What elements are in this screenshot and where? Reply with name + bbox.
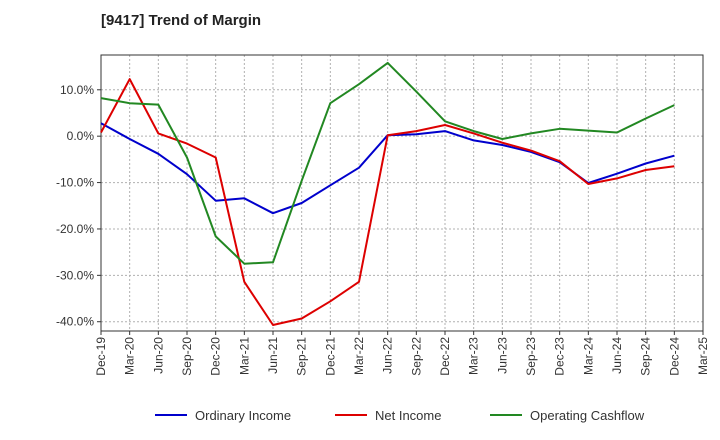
x-tick-label: Sep-22 [409,337,423,376]
legend-label: Net Income [375,408,441,423]
legend: Ordinary Income Net Income Operating Cashf… [155,408,645,423]
x-tick-label: Mar-20 [123,337,137,375]
series-line [100,61,675,265]
x-tick-label: Sep-20 [180,337,194,376]
y-tick-label: 10.0% [60,83,94,97]
x-tick-label: Mar-22 [352,337,366,375]
x-tick-label: Sep-21 [295,337,309,376]
y-tick-label: -10.0% [56,176,94,190]
x-tick-label: Jun-22 [381,337,395,374]
chart-title: [9417] Trend of Margin [101,12,262,29]
grid-layer [100,55,704,331]
x-tick-label: Jun-21 [266,337,280,374]
x-tick-label: Mar-25 [696,337,710,375]
x-tick-label: Jun-24 [610,337,624,374]
x-tick-label: Jun-20 [151,337,165,374]
x-tick-label: Dec-23 [553,337,567,376]
x-tick-label: Jun-23 [495,337,509,374]
y-tick-label: -30.0% [56,268,94,282]
x-tick-label: Mar-21 [237,337,251,375]
x-tick-label: Mar-24 [581,337,595,375]
x-tick-label: Dec-20 [209,337,223,376]
legend-label: Ordinary Income [195,408,291,423]
series-layer [100,61,675,326]
x-tick-label: Dec-22 [438,337,452,376]
series-line [100,78,675,326]
x-tick-label: Dec-24 [667,337,681,376]
x-tick-label: Sep-23 [524,337,538,376]
y-tick-label: -40.0% [56,315,94,329]
x-tick-label: Dec-21 [323,337,337,376]
legend-label: Operating Cashflow [530,408,645,423]
x-tick-label: Mar-23 [467,337,481,375]
y-axis-labels: 10.0% 0.0% -10.0% -20.0% -30.0% -40.0% [56,83,101,329]
x-tick-label: Dec-19 [94,337,108,376]
y-tick-label: 0.0% [67,129,95,143]
x-axis-labels: Dec-19 Mar-20 Jun-20 Sep-20 Dec-20 Mar-21 Jun-… [94,331,710,376]
y-tick-label: -20.0% [56,222,94,236]
x-tick-label: Sep-24 [639,337,653,376]
plot-frame [100,54,704,332]
